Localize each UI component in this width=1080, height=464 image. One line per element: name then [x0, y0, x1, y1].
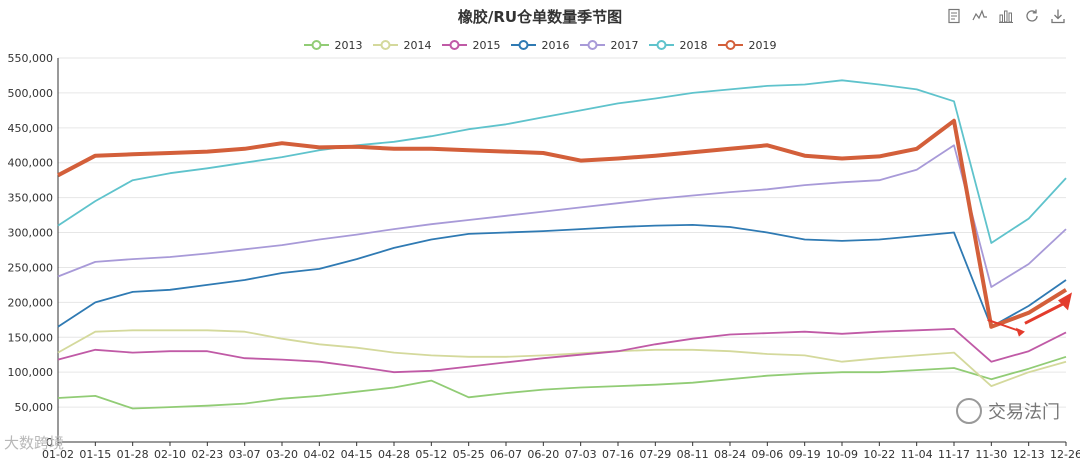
x-tick-label: 04-15: [341, 448, 373, 461]
legend-label: 2015: [472, 38, 501, 52]
legend-swatch: [579, 40, 605, 50]
legend-label: 2016: [541, 38, 570, 52]
x-tick-label: 05-25: [453, 448, 485, 461]
legend-swatch: [717, 40, 743, 50]
line-chart-icon[interactable]: [972, 8, 988, 24]
legend-swatch: [372, 40, 398, 50]
legend-item-2018[interactable]: 2018: [648, 38, 708, 52]
legend-swatch: [303, 40, 329, 50]
watermark: 大数跨境: [4, 434, 65, 452]
y-tick-label: 0: [46, 436, 53, 449]
x-tick-label: 01-15: [79, 448, 111, 461]
x-tick-label: 11-17: [938, 448, 970, 461]
legend-swatch: [510, 40, 536, 50]
chart-title: 橡胶/RU仓单数量季节图: [457, 8, 623, 26]
legend-label: 2018: [679, 38, 708, 52]
x-tick-label: 07-03: [565, 448, 597, 461]
x-tick-label: 03-07: [229, 448, 261, 461]
legend-label: 2014: [403, 38, 432, 52]
legend-label: 2017: [610, 38, 639, 52]
legend-item-2017[interactable]: 2017: [579, 38, 639, 52]
restore-icon[interactable]: [1024, 8, 1040, 24]
y-tick-label: 500,000: [8, 87, 54, 100]
y-tick-label: 100,000: [8, 366, 54, 379]
y-tick-label: 550,000: [8, 52, 54, 65]
y-tick-label: 200,000: [8, 296, 54, 309]
legend-swatch: [441, 40, 467, 50]
series-line-2019: [57, 118, 1068, 329]
series-line-2014: [57, 329, 1067, 388]
legend-item-2016[interactable]: 2016: [510, 38, 570, 52]
x-tick-label: 10-09: [826, 448, 858, 461]
series-line-2013: [57, 355, 1067, 410]
legend-item-2014[interactable]: 2014: [372, 38, 432, 52]
legend-item-2015[interactable]: 2015: [441, 38, 501, 52]
y-tick-label: 150,000: [8, 331, 54, 344]
x-tick-label: 11-04: [901, 448, 933, 461]
x-tick-label: 05-12: [415, 448, 447, 461]
x-tick-label: 04-02: [303, 448, 335, 461]
x-tick-label: 12-26: [1050, 448, 1080, 461]
legend-label: 2019: [748, 38, 777, 52]
x-tick-label: 08-11: [677, 448, 709, 461]
y-tick-label: 50,000: [15, 401, 54, 414]
series-line-2016: [57, 223, 1067, 328]
annotation-arrow-large: [1024, 301, 1067, 325]
bar-chart-icon[interactable]: [998, 8, 1014, 24]
x-tick-label: 06-07: [490, 448, 522, 461]
toolbox: [946, 8, 1066, 24]
x-tick-label: 10-22: [863, 448, 895, 461]
brand-text: 交易法门: [988, 402, 1060, 423]
x-tick-label: 02-23: [191, 448, 223, 461]
x-tick-label: 06-20: [527, 448, 559, 461]
y-tick-label: 400,000: [8, 157, 54, 170]
x-tick-label: 09-06: [751, 448, 783, 461]
legend-item-2019[interactable]: 2019: [717, 38, 777, 52]
brand-logo: 交易法门: [956, 398, 1060, 424]
legend-swatch: [648, 40, 674, 50]
y-tick-label: 350,000: [8, 192, 54, 205]
data-view-icon[interactable]: [946, 8, 962, 24]
legend-item-2013[interactable]: 2013: [303, 38, 363, 52]
annotation-arrowhead-large: [1058, 292, 1072, 311]
legend: 2013 2014 2015 2016 2017 2018 2019: [0, 38, 1080, 52]
x-tick-label: 08-24: [714, 448, 746, 461]
legend-label: 2013: [334, 38, 363, 52]
x-tick-label: 12-13: [1013, 448, 1045, 461]
save-image-icon[interactable]: [1050, 8, 1066, 24]
x-tick-label: 01-02: [42, 448, 74, 461]
annotation-arrowhead-small: [1015, 327, 1025, 337]
wechat-icon: [956, 398, 982, 424]
y-tick-label: 250,000: [8, 261, 54, 274]
x-tick-label: 03-20: [266, 448, 298, 461]
x-tick-label: 07-16: [602, 448, 634, 461]
series-line-2018: [57, 79, 1067, 244]
x-tick-label: 11-30: [975, 448, 1007, 461]
series-line-2015: [57, 327, 1067, 374]
x-tick-label: 07-29: [639, 448, 671, 461]
x-tick-label: 04-28: [378, 448, 410, 461]
series-line-2017: [57, 144, 1067, 288]
x-tick-label: 02-10: [154, 448, 186, 461]
annotation-arrow-small: [987, 318, 1018, 332]
y-tick-label: 450,000: [8, 122, 54, 135]
y-tick-label: 300,000: [8, 227, 54, 240]
x-tick-label: 09-19: [789, 448, 821, 461]
x-tick-label: 01-28: [117, 448, 149, 461]
